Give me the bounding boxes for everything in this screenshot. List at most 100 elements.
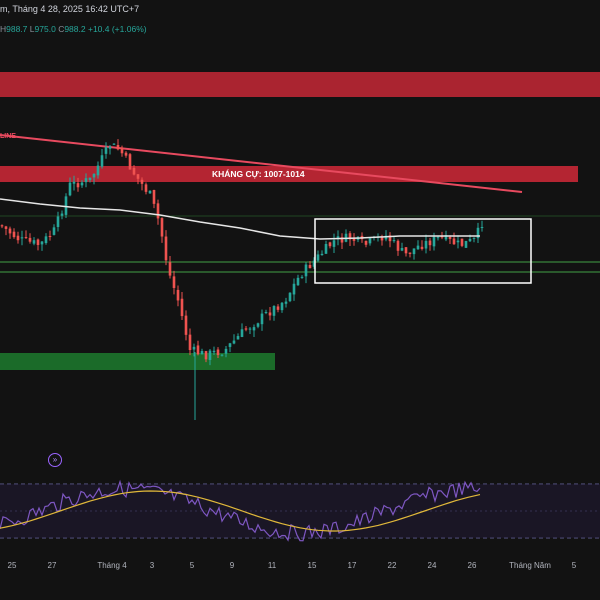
candle-body [168, 262, 172, 276]
candle-body [56, 216, 60, 228]
x-axis-label: 25 [7, 561, 17, 570]
support-zone[interactable] [0, 353, 275, 370]
candle-body [400, 248, 404, 251]
candle-body [108, 146, 112, 149]
candle-body [412, 248, 416, 255]
candle-body [276, 306, 280, 310]
candle-body [300, 276, 304, 278]
candle-body [48, 235, 52, 237]
close-label: C [58, 24, 65, 34]
candle-body [148, 190, 152, 194]
candlestick-series [0, 139, 484, 420]
candle-body [76, 183, 80, 188]
candle-body [264, 312, 268, 314]
candle-body [416, 245, 420, 250]
candle-body [92, 173, 96, 178]
candle-body [308, 264, 312, 269]
x-axis-label: 17 [347, 561, 357, 570]
candle-body [8, 228, 12, 234]
upper-resistance-zone[interactable] [0, 72, 600, 97]
candle-body [340, 237, 344, 243]
trendline-label: LINE [0, 133, 16, 140]
candle-body [444, 235, 448, 240]
candle-body [252, 327, 256, 331]
candle-body [196, 345, 200, 355]
candle-body [420, 246, 424, 249]
candle-body [404, 247, 408, 254]
rsi-line [0, 479, 481, 542]
candle-body [460, 238, 464, 246]
low-value: 975.0 [34, 24, 56, 34]
candle-body [320, 253, 324, 256]
candle-body [212, 350, 216, 353]
candle-body [124, 152, 128, 156]
candle-body [200, 351, 204, 355]
candle-body [16, 235, 20, 241]
resistance-zone[interactable] [0, 166, 578, 182]
candle-body [176, 289, 180, 301]
candle-body [396, 240, 400, 251]
candle-body [100, 155, 104, 167]
high-value: 988.7 [6, 24, 28, 34]
candle-body [296, 277, 300, 286]
resistance-label: KHÁNG CỰ: 1007-1014 [212, 169, 305, 179]
candle-body [80, 182, 84, 186]
low-label: L [29, 24, 35, 34]
candle-body [328, 242, 332, 247]
candle-body [220, 354, 224, 356]
x-axis-label: 9 [229, 561, 235, 570]
candle-body [284, 301, 288, 304]
candle-body [292, 283, 296, 295]
change-value: +10.4 (+1.06%) [87, 24, 147, 34]
candle-body [72, 181, 76, 184]
candle-body [192, 346, 196, 350]
candle-body [68, 182, 72, 196]
x-axis-label: 3 [149, 561, 155, 570]
candle-body [236, 336, 240, 340]
candle-body [348, 233, 352, 240]
consolidation-box[interactable] [314, 218, 532, 284]
x-axis-label: Tháng Năm [509, 561, 551, 570]
indicator-toggle-icon[interactable]: » [48, 453, 62, 467]
candle-body [128, 154, 132, 170]
candle-body [4, 226, 8, 229]
candle-body [248, 328, 252, 330]
candle-body [436, 237, 440, 239]
x-axis-label: 24 [427, 561, 437, 570]
candle-body [28, 237, 32, 242]
candle-body [32, 240, 36, 244]
candle-body [312, 260, 316, 267]
candle-body [244, 328, 248, 330]
x-axis-label: 22 [387, 561, 397, 570]
candle-body [120, 147, 124, 154]
candle-body [64, 196, 68, 215]
candle-body [272, 306, 276, 316]
candle-body [104, 147, 108, 154]
x-axis-label: 27 [47, 561, 57, 570]
candle-body [204, 351, 208, 360]
candle-body [40, 241, 44, 245]
candle-body [288, 292, 292, 302]
candle-body [368, 238, 372, 244]
candle-body [352, 237, 356, 241]
candle-body [240, 329, 244, 337]
candle-body [188, 334, 192, 351]
candle-body [232, 340, 236, 344]
high-label: H [0, 24, 7, 34]
candle-body [88, 177, 92, 180]
candle-body [260, 313, 264, 325]
candle-body [52, 227, 56, 235]
candle-body [180, 298, 184, 317]
down-trendline[interactable] [0, 134, 523, 193]
candle-body [384, 235, 388, 240]
chart-header-title: m, Tháng 4 28, 2025 16:42 UTC+7 [0, 4, 140, 14]
candle-body [316, 254, 320, 261]
close-value: 988.2 [64, 24, 86, 34]
candle-body [380, 237, 384, 241]
x-axis-label: 15 [307, 561, 317, 570]
candle-body [364, 240, 368, 245]
candle-body [60, 213, 64, 216]
candle-body [96, 165, 100, 176]
candle-body [164, 236, 168, 261]
